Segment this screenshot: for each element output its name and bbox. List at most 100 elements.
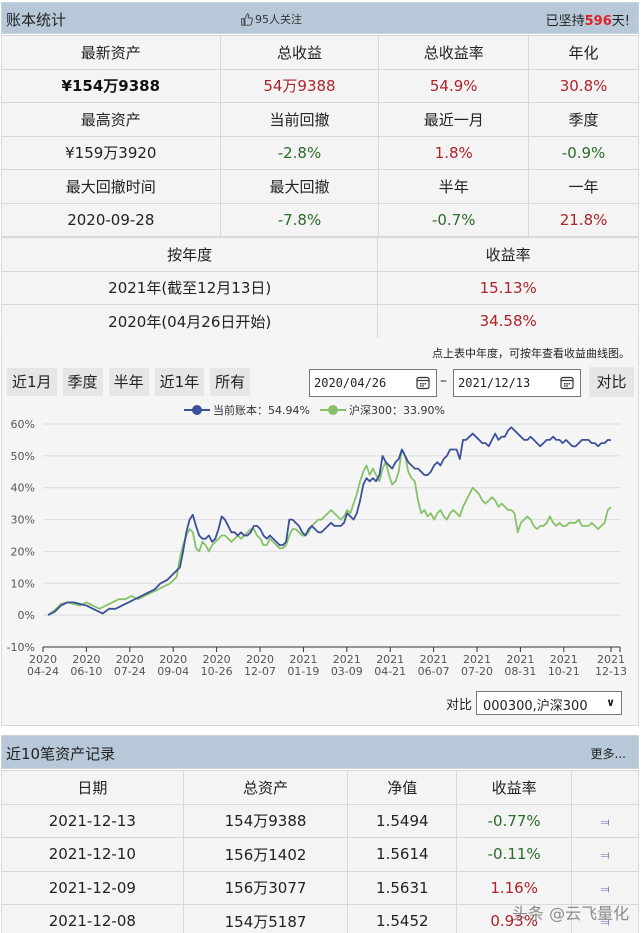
x-tick-label: 04-24 bbox=[27, 665, 59, 678]
x-tick-label: 2020 bbox=[159, 653, 187, 666]
x-tick-label: 2020 bbox=[72, 653, 100, 666]
x-tick-label: 2021 bbox=[550, 653, 578, 666]
double-chevron-down-icon[interactable]: ⫤ bbox=[600, 848, 610, 863]
yearly-row[interactable]: 2020年(04月26日开始) 34.58% bbox=[0, 304, 639, 339]
y-tick-label: 50% bbox=[11, 450, 35, 463]
legend-marker-icon bbox=[319, 405, 346, 415]
yearly-return-2021: 15.13% bbox=[377, 270, 639, 305]
stats-label-row: 最新资产 总收益 总收益率 年化 bbox=[1, 35, 639, 70]
col-nav: 净值 bbox=[347, 770, 458, 805]
range-1-year-button[interactable]: 近1年 bbox=[154, 368, 205, 396]
series-hs300-line bbox=[47, 448, 612, 616]
value-max-drawdown-date: 2020-09-28 bbox=[1, 202, 221, 237]
col-return: 收益率 bbox=[456, 770, 573, 805]
value-total-profit: 54万9388 bbox=[219, 68, 380, 103]
calendar-icon[interactable] bbox=[560, 376, 574, 390]
double-chevron-down-icon[interactable]: ⫤ bbox=[600, 881, 610, 896]
stats-value-row: ¥159万3920 -2.8% 1.8% -0.9% bbox=[1, 135, 639, 170]
label-max-drawdown-date: 最大回撤时间 bbox=[1, 169, 221, 204]
yearly-year-2020[interactable]: 2020年(04月26日开始) bbox=[0, 304, 379, 339]
row-expand-button[interactable]: ⫤ bbox=[571, 904, 639, 933]
y-tick-label: 20% bbox=[11, 545, 35, 558]
watermark: 头条 @云飞量化 bbox=[512, 904, 630, 923]
label-quarter: 季度 bbox=[528, 102, 639, 137]
yearly-return-2020: 34.58% bbox=[377, 304, 639, 339]
label-total-return: 总收益率 bbox=[378, 35, 530, 70]
more-link[interactable]: 更多... bbox=[590, 747, 626, 761]
yearly-year-2021[interactable]: 2021年(截至12月13日) bbox=[0, 270, 379, 305]
row-date: 2021-12-10 bbox=[1, 837, 184, 872]
records-title: 近10笔资产记录 bbox=[6, 745, 116, 763]
value-half-year: -0.7% bbox=[378, 202, 530, 237]
x-tick-label: 01-19 bbox=[287, 665, 319, 678]
label-max-asset: 最高资产 bbox=[1, 102, 221, 137]
date-to-value: 2021/12/13 bbox=[458, 376, 531, 390]
row-expand-button[interactable]: ⫤ bbox=[571, 870, 639, 905]
compare-index-select[interactable]: 000300,沪深300 ∨ bbox=[476, 691, 623, 715]
x-tick-label: 03-09 bbox=[331, 665, 363, 678]
stats-header: 账本统计 95人关注 已坚持596天! bbox=[1, 2, 639, 34]
legend-item-account[interactable]: 当前账本：54.94% bbox=[184, 402, 310, 418]
date-to-input[interactable]: 2021/12/13 bbox=[453, 369, 581, 397]
row-nav: 1.5494 bbox=[347, 803, 458, 838]
stats-value-row: 2020-09-28 -7.8% -0.7% 21.8% bbox=[1, 202, 639, 237]
range-half-year-button[interactable]: 半年 bbox=[108, 368, 149, 396]
compare-button[interactable]: 对比 bbox=[589, 367, 634, 397]
x-tick-label: 12-13 bbox=[595, 665, 627, 678]
value-one-year: 21.8% bbox=[528, 202, 639, 237]
row-expand-button[interactable]: ⫤ bbox=[571, 803, 639, 838]
x-tick-label: 2021 bbox=[506, 653, 534, 666]
double-chevron-down-icon[interactable]: ⫤ bbox=[600, 915, 610, 930]
x-tick-label: 2021 bbox=[463, 653, 491, 666]
calendar-icon[interactable] bbox=[416, 376, 430, 390]
row-total-asset: 156万1402 bbox=[182, 837, 349, 872]
yearly-header-row: 按年度 收益率 bbox=[0, 237, 639, 272]
returns-line-chart[interactable]: 60%50%40%30%20%10%0%-10%202004-24202006-… bbox=[0, 410, 642, 685]
y-tick-label: 0% bbox=[18, 609, 35, 622]
stats-title: 账本统计 bbox=[6, 11, 67, 29]
value-current-drawdown: -2.8% bbox=[219, 135, 380, 170]
row-nav: 1.5452 bbox=[347, 904, 458, 933]
x-tick-label: 2021 bbox=[376, 653, 404, 666]
x-tick-label: 04-21 bbox=[374, 665, 406, 678]
records-header-row: 日期 总资产 净值 收益率 bbox=[1, 770, 639, 805]
row-expand-button[interactable]: ⫤ bbox=[571, 837, 639, 872]
x-tick-label: 07-24 bbox=[114, 665, 146, 678]
yearly-row[interactable]: 2021年(截至12月13日) 15.13% bbox=[0, 270, 639, 305]
thumbs-up-icon bbox=[241, 12, 253, 26]
follow-button[interactable]: 95人关注 bbox=[240, 11, 302, 27]
row-date: 2021-12-09 bbox=[1, 870, 184, 905]
legend-item-hs300[interactable]: 沪深300：33.90% bbox=[319, 402, 445, 418]
x-tick-label: 2021 bbox=[420, 653, 448, 666]
value-total-return: 54.9% bbox=[378, 68, 530, 103]
y-tick-label: -10% bbox=[7, 641, 35, 654]
range-quarter-button[interactable]: 季度 bbox=[62, 368, 103, 396]
y-tick-label: 10% bbox=[11, 577, 35, 590]
series-account-line bbox=[47, 426, 612, 616]
label-half-year: 半年 bbox=[378, 169, 530, 204]
compare-select-value: 000300,沪深300 bbox=[483, 699, 588, 714]
double-chevron-down-icon[interactable]: ⫤ bbox=[600, 814, 610, 829]
streak-prefix: 已坚持 bbox=[545, 14, 585, 29]
value-max-asset: ¥159万3920 bbox=[1, 135, 221, 170]
date-from-input[interactable]: 2020/04/26 bbox=[309, 369, 437, 397]
row-return: -0.77% bbox=[456, 803, 573, 838]
x-tick-label: 06-07 bbox=[418, 665, 450, 678]
col-total-asset: 总资产 bbox=[182, 770, 349, 805]
yearly-header-year: 按年度 bbox=[0, 237, 379, 272]
chevron-down-icon: ∨ bbox=[606, 696, 616, 709]
chart-legend: 当前账本：54.94% 沪深300：33.90% bbox=[184, 402, 451, 418]
records-table: 日期 总资产 净值 收益率 2021-12-13 154万9388 1.5494… bbox=[1, 770, 639, 933]
x-tick-label: 10-21 bbox=[548, 665, 580, 678]
range-all-button[interactable]: 所有 bbox=[210, 368, 251, 396]
row-return: -0.11% bbox=[456, 837, 573, 872]
value-latest-asset: ¥154万9388 bbox=[1, 68, 221, 103]
x-tick-label: 2020 bbox=[203, 653, 231, 666]
row-return: 1.16% bbox=[456, 870, 573, 905]
records-header: 近10笔资产记录 更多... bbox=[1, 735, 639, 769]
stats-label-row: 最大回撤时间 最大回撤 半年 一年 bbox=[1, 169, 639, 204]
range-1-month-button[interactable]: 近1月 bbox=[7, 368, 57, 396]
row-total-asset: 154万5187 bbox=[182, 904, 349, 933]
streak-text: 已坚持596天! bbox=[546, 10, 630, 29]
value-last-month: 1.8% bbox=[378, 135, 530, 170]
